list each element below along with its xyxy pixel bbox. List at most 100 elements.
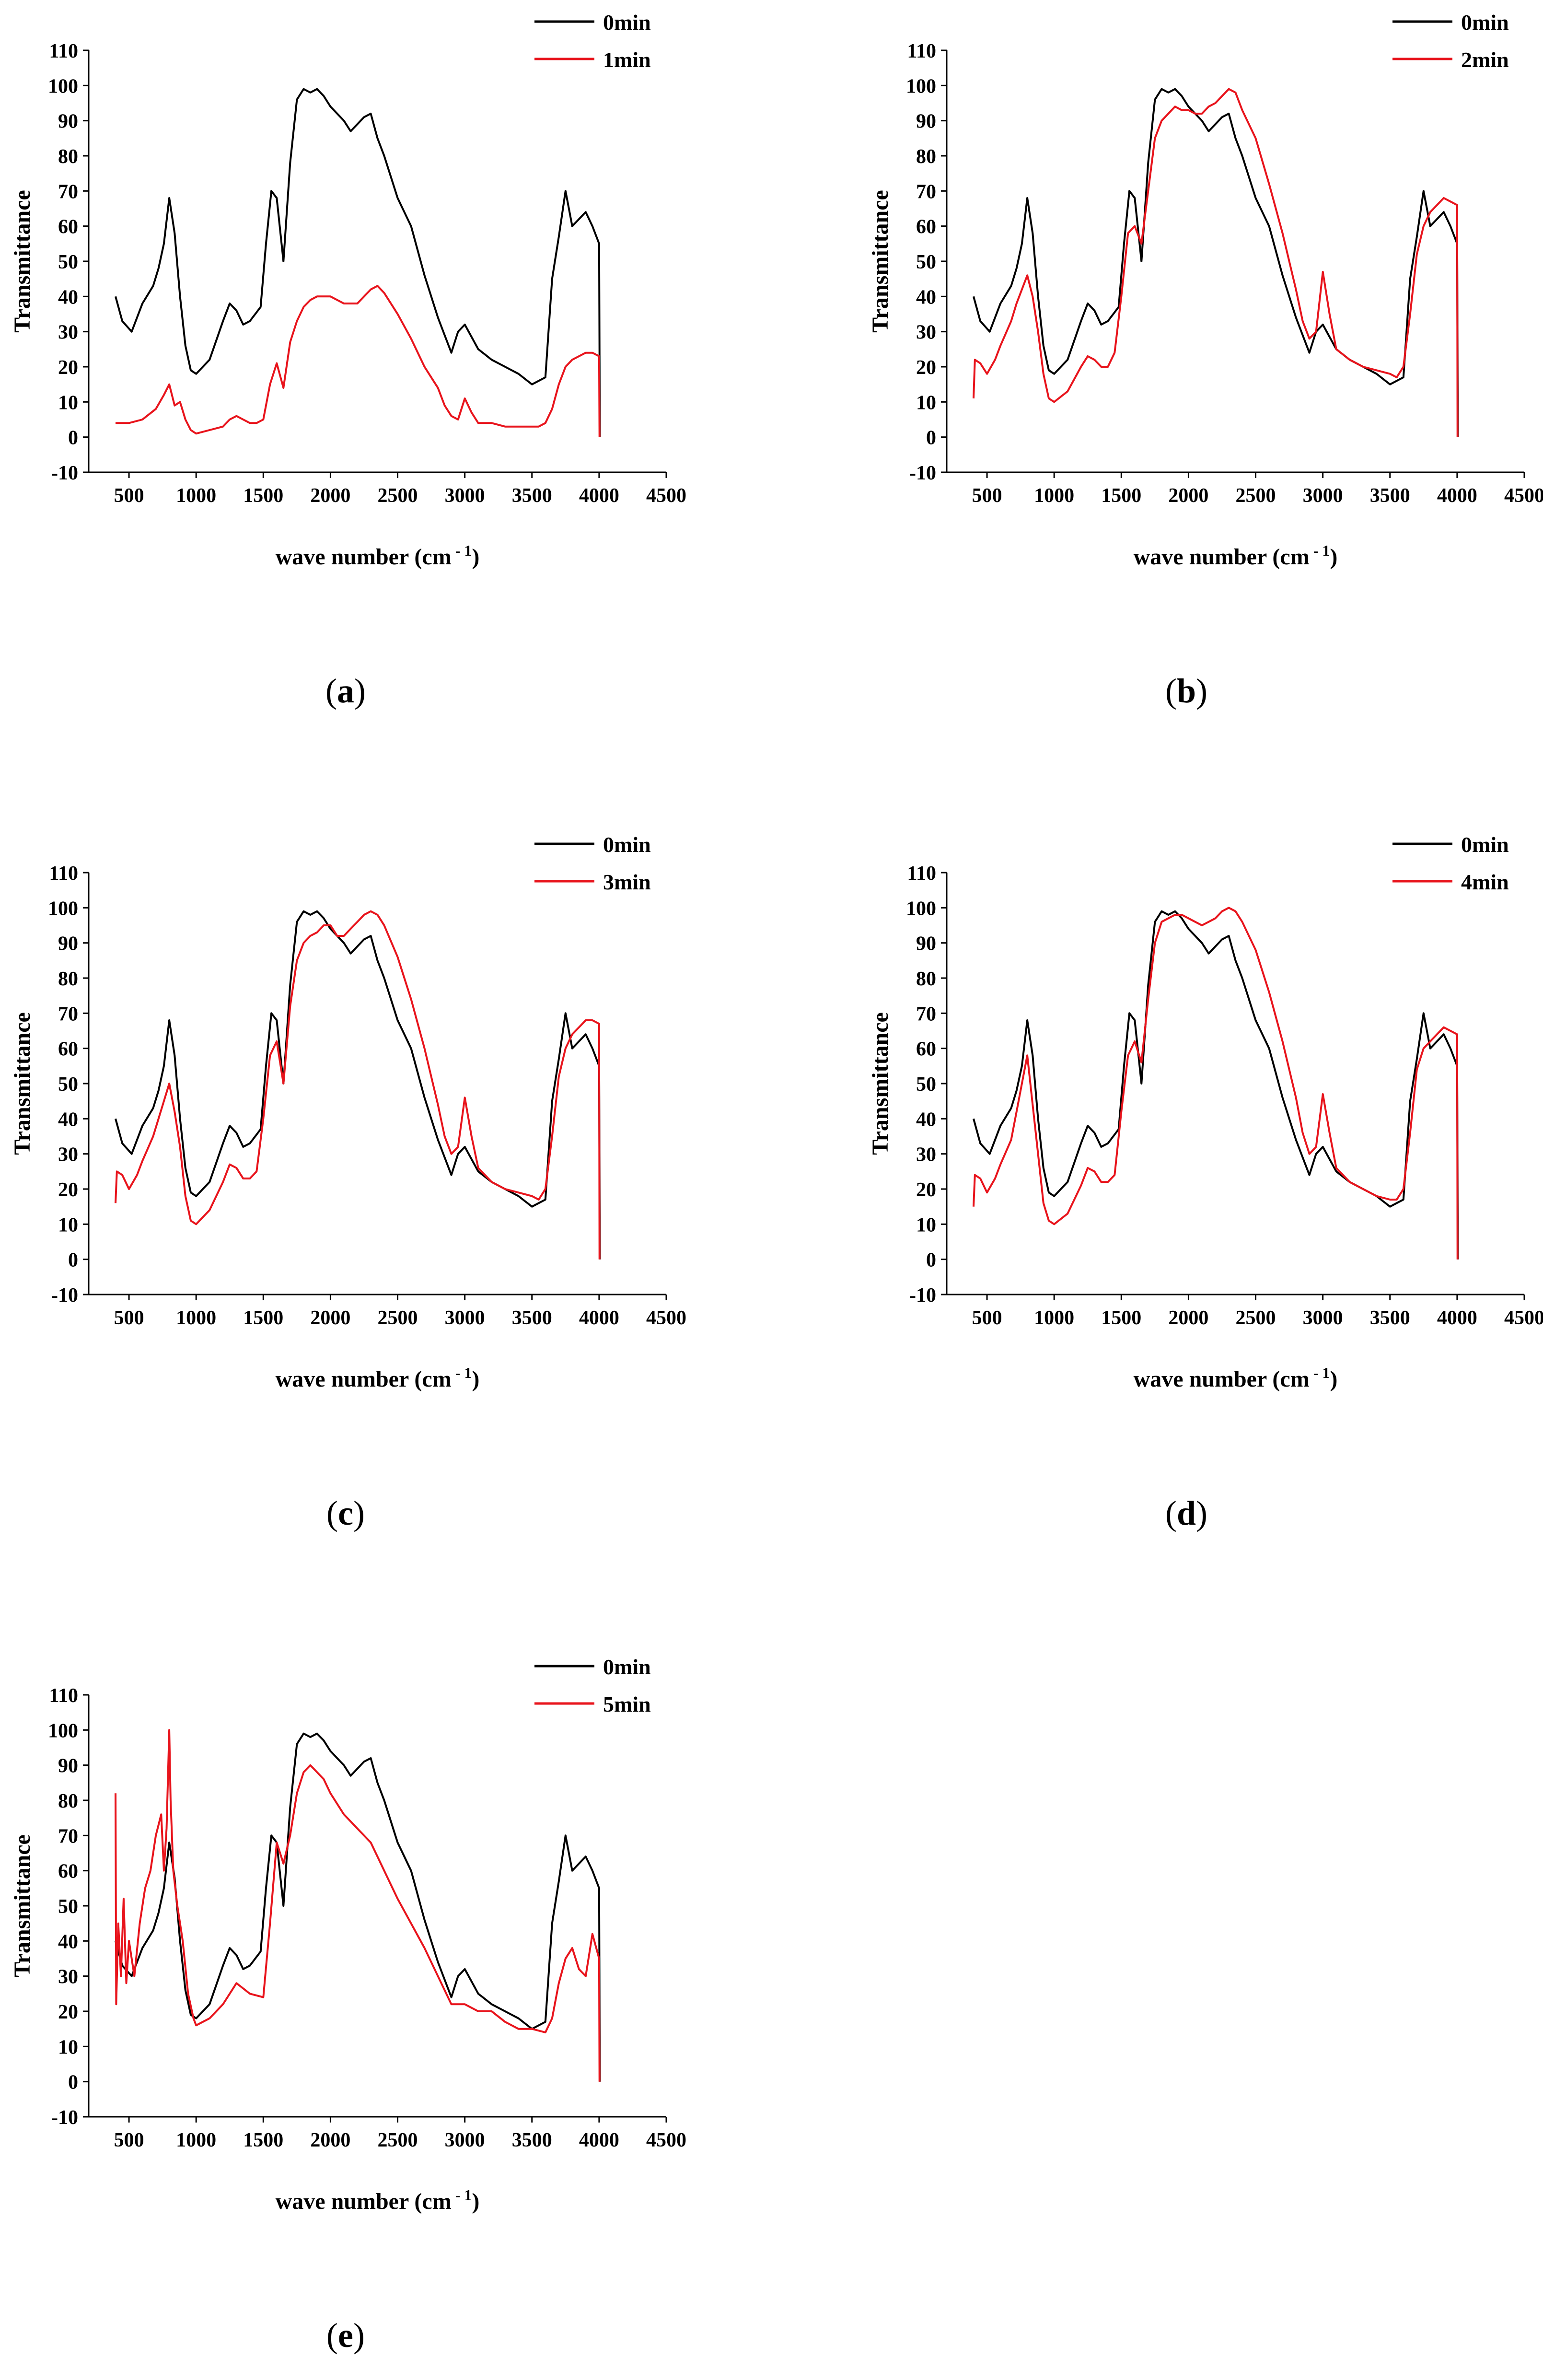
y-tick-label: 50 (58, 1073, 78, 1096)
y-tick-label: -10 (51, 462, 78, 484)
y-tick-label: 90 (916, 933, 936, 955)
y-tick-label: 10 (916, 1214, 936, 1236)
y-tick-label: 110 (907, 863, 936, 885)
x-tick-label: 3000 (445, 485, 485, 507)
series-line-5min (115, 1729, 601, 2082)
y-tick-label: 20 (916, 357, 936, 379)
y-tick-label: 30 (58, 1144, 78, 1166)
y-tick-label: 60 (916, 1038, 936, 1061)
x-tick-label: 4000 (1437, 485, 1477, 507)
x-tick-label: 3500 (512, 1307, 552, 1329)
y-tick-label: 10 (58, 2036, 78, 2058)
x-tick-label: 2000 (1168, 1307, 1208, 1329)
y-axis-label: Transmittance (868, 1012, 893, 1155)
x-tick-label: 2500 (378, 1307, 418, 1329)
y-tick-label: 40 (58, 1108, 78, 1131)
series-line-4min (973, 907, 1459, 1260)
y-tick-label: 90 (916, 111, 936, 133)
chart-d: -10 0 10 20 30 40 50 60 70 80 90 100 110 500 1000 1500 2… (868, 832, 1543, 1392)
y-tick-label: 30 (58, 322, 78, 344)
x-tick-label: 500 (114, 485, 144, 507)
x-tick-label: 1500 (1101, 485, 1141, 507)
y-tick-label: 40 (58, 1931, 78, 1953)
x-axis-label-superscript: - 1 (1310, 1364, 1330, 1381)
x-axis-label-main: wave number (cm (276, 1366, 452, 1392)
x-tick-label: 4500 (1504, 485, 1543, 507)
y-axis-label: Transmittance (10, 190, 35, 333)
y-tick-label: 40 (916, 286, 936, 308)
y-tick-label: -10 (51, 2107, 78, 2129)
y-tick-label: 90 (58, 933, 78, 955)
y-tick-label: 100 (48, 75, 78, 97)
legend-label-3min: 3min (603, 870, 651, 894)
x-tick-label: 2500 (1236, 1307, 1276, 1329)
legend-label-0min: 0min (603, 832, 651, 857)
y-tick-label: 30 (58, 1966, 78, 1988)
series-line-3min (115, 910, 601, 1260)
y-tick-label: 100 (906, 75, 936, 97)
y-tick-label: 80 (916, 968, 936, 990)
x-tick-label: 2000 (310, 1307, 350, 1329)
x-tick-label: 2500 (378, 2129, 418, 2151)
y-tick-label: 20 (916, 1179, 936, 1201)
y-axis-label: Transmittance (10, 1012, 35, 1155)
y-tick-label: 0 (68, 1249, 78, 1272)
series-line-0min (973, 910, 1459, 1260)
x-tick-label: 2000 (1168, 485, 1208, 507)
x-axis-label: wave number (cm - 1) (1134, 1364, 1338, 1392)
x-axis-label-end: ) (1330, 544, 1337, 570)
chart-e: -10 0 10 20 30 40 50 60 70 80 90 100 110 500 1000 1500 2… (10, 1655, 686, 2214)
x-tick-label: 4500 (646, 1307, 686, 1329)
y-tick-label: 20 (58, 1179, 78, 1201)
y-tick-label: 60 (916, 216, 936, 238)
series-line-0min (115, 88, 601, 437)
y-axis-label: Transmittance (868, 190, 893, 333)
legend-label-0min: 0min (1461, 832, 1509, 857)
x-tick-label: 3000 (1303, 485, 1343, 507)
y-tick-label: 110 (907, 40, 936, 62)
y-tick-label: 70 (58, 181, 78, 203)
x-axis-label-end: ) (472, 544, 479, 570)
chart-a: -10 0 10 20 30 40 50 60 70 80 90 100 110 500 1000 1500 2… (10, 10, 686, 570)
y-tick-label: 60 (58, 1861, 78, 1883)
x-axis-label-main: wave number (cm (276, 544, 452, 570)
series-line-0min (115, 1732, 601, 2082)
panel-caption-b: (b) (1165, 672, 1207, 710)
x-tick-label: 2000 (310, 485, 350, 507)
y-tick-label: 50 (916, 251, 936, 273)
panel-caption-e: (e) (326, 2316, 365, 2355)
legend-label-2min: 2min (1461, 47, 1509, 72)
y-tick-label: -10 (909, 462, 936, 484)
y-tick-label: 60 (58, 216, 78, 238)
y-tick-label: 110 (49, 863, 78, 885)
legend-label-5min: 5min (603, 1692, 651, 1716)
y-axis-label: Transmittance (10, 1834, 35, 1977)
x-tick-label: 2500 (1236, 485, 1276, 507)
x-tick-label: 4500 (646, 2129, 686, 2151)
legend-label-0min: 0min (603, 10, 651, 35)
panel-caption-c: (c) (326, 1494, 365, 1532)
y-tick-label: 90 (58, 1755, 78, 1777)
y-tick-label: 50 (916, 1073, 936, 1096)
x-tick-label: 4000 (579, 485, 619, 507)
series-line-0min (115, 910, 601, 1260)
x-tick-label: 3500 (1370, 1307, 1410, 1329)
x-axis-label-superscript: - 1 (452, 2186, 472, 2204)
legend-label-1min: 1min (603, 47, 651, 72)
y-tick-label: 110 (49, 40, 78, 62)
y-tick-label: 30 (916, 322, 936, 344)
y-tick-label: 10 (58, 1214, 78, 1236)
x-tick-label: 3500 (1370, 485, 1410, 507)
y-tick-label: 60 (58, 1038, 78, 1061)
x-axis-label-end: ) (1330, 1366, 1337, 1392)
y-tick-label: 0 (926, 1249, 936, 1272)
y-tick-label: 100 (906, 898, 936, 920)
x-tick-label: 3000 (445, 1307, 485, 1329)
y-tick-label: 70 (58, 1003, 78, 1025)
y-tick-label: 70 (916, 181, 936, 203)
x-axis-label-superscript: - 1 (1310, 542, 1330, 559)
x-axis-label-end: ) (472, 2189, 479, 2214)
x-tick-label: 500 (972, 1307, 1002, 1329)
x-tick-label: 1500 (243, 1307, 283, 1329)
